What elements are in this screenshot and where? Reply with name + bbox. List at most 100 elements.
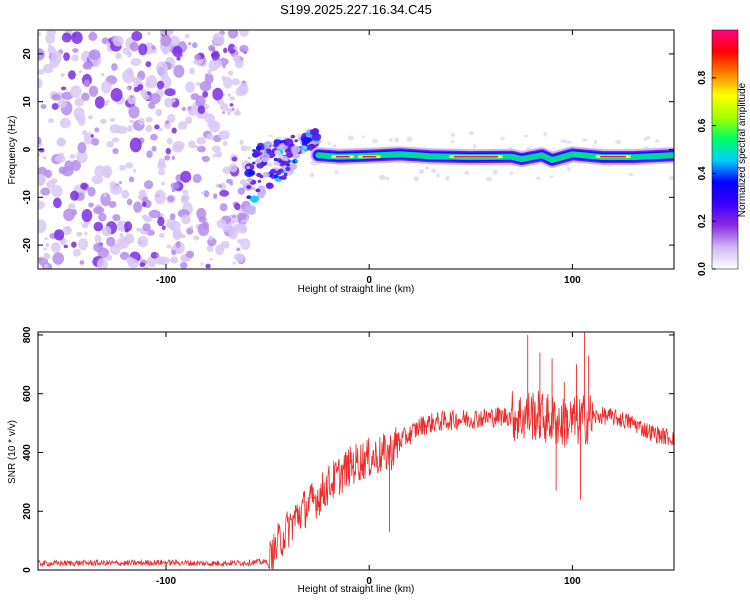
snr-panel: -100 0 100 0 200 400 600 800 Height of straigh… xyxy=(7,326,675,595)
faint-speckle xyxy=(565,140,573,144)
noise-speckle xyxy=(227,93,232,97)
noise-speckle xyxy=(96,257,108,269)
noise-speckle xyxy=(38,153,41,156)
noise-speckle xyxy=(112,35,124,47)
noise-speckle xyxy=(110,184,123,195)
noise-speckle xyxy=(69,85,82,99)
noise-speckle xyxy=(219,182,226,191)
noise-speckle xyxy=(145,124,153,133)
noise-speckle xyxy=(159,30,171,36)
noise-speckle xyxy=(164,155,171,161)
noise-speckle xyxy=(202,90,209,98)
noise-speckle xyxy=(240,145,248,152)
noise-speckle xyxy=(179,262,188,269)
noise-speckle xyxy=(196,137,206,145)
snr-x-tick-label: 0 xyxy=(366,576,372,587)
noise-speckle xyxy=(43,263,48,269)
spectrogram-y-tick-label: 0 xyxy=(22,146,33,152)
noise-speckle xyxy=(156,80,165,90)
noise-speckle xyxy=(234,59,244,69)
noise-speckle xyxy=(84,231,88,236)
faint-speckle xyxy=(245,145,252,151)
transition-blob xyxy=(269,168,277,175)
noise-speckle xyxy=(88,49,101,61)
transition-blob xyxy=(285,166,291,171)
noise-speckle xyxy=(93,221,104,232)
noise-speckle xyxy=(239,225,248,234)
noise-speckle xyxy=(182,189,189,195)
noise-speckle xyxy=(40,104,47,109)
noise-speckle xyxy=(88,85,99,97)
transition-blob xyxy=(256,172,262,178)
noise-speckle xyxy=(241,48,245,53)
noise-speckle xyxy=(231,107,235,112)
faint-speckle xyxy=(413,176,420,182)
snr-y-tick-label: 0 xyxy=(22,567,33,573)
noise-speckle xyxy=(38,48,45,61)
noise-speckle xyxy=(199,80,212,92)
noise-speckle xyxy=(224,223,232,230)
noise-speckle xyxy=(239,139,244,145)
spectrogram-x-label: Height of straight line (km) xyxy=(298,284,415,295)
colorbar-tick-label: 0.0 xyxy=(697,262,708,276)
noise-speckle xyxy=(205,263,211,269)
noise-speckle xyxy=(215,244,225,256)
noise-speckle xyxy=(227,30,239,39)
transition-blob xyxy=(278,168,284,173)
noise-speckle xyxy=(184,116,193,125)
faint-speckle xyxy=(372,138,378,144)
noise-speckle xyxy=(198,216,207,223)
noise-speckle xyxy=(161,225,166,230)
faint-speckle xyxy=(543,131,547,137)
noise-speckle xyxy=(197,222,210,237)
noise-speckle xyxy=(131,31,143,42)
transition-blob xyxy=(255,145,262,151)
transition-blob xyxy=(280,175,287,181)
transition-blob xyxy=(302,145,307,150)
noise-speckle xyxy=(180,195,189,204)
transition-blob xyxy=(283,138,294,147)
noise-speckle xyxy=(71,241,77,248)
noise-speckle xyxy=(44,169,53,179)
faint-speckle xyxy=(275,136,283,140)
transition-blob xyxy=(290,145,301,154)
snr-y-tick-label: 400 xyxy=(22,444,33,461)
noise-speckle xyxy=(71,54,79,62)
noise-speckle xyxy=(106,140,114,148)
noise-speckle xyxy=(126,86,131,90)
noise-speckle xyxy=(90,134,94,138)
transition-blob xyxy=(294,159,299,163)
faint-speckle xyxy=(560,139,568,143)
noise-speckle xyxy=(38,136,42,145)
transition-blob xyxy=(266,146,271,149)
noise-speckle xyxy=(55,154,66,163)
noise-speckle xyxy=(119,251,130,260)
noise-speckle xyxy=(166,137,173,145)
noise-speckle xyxy=(177,121,188,130)
noise-speckle xyxy=(130,95,134,99)
noise-speckle xyxy=(138,43,148,56)
noise-speckle xyxy=(208,235,214,241)
faint-speckle xyxy=(406,136,413,142)
noise-speckle xyxy=(139,262,146,268)
noise-speckle xyxy=(70,159,82,172)
faint-speckle xyxy=(643,137,648,141)
noise-speckle xyxy=(111,137,120,143)
noise-speckle xyxy=(189,67,195,75)
noise-speckle xyxy=(70,190,79,201)
noise-speckle xyxy=(99,118,107,124)
noise-speckle xyxy=(87,186,96,197)
snr-y-tick-label: 800 xyxy=(22,326,33,343)
faint-speckle xyxy=(285,158,289,162)
noise-speckle xyxy=(112,147,119,155)
transition-blob xyxy=(257,179,262,183)
noise-speckle xyxy=(142,223,151,232)
noise-speckle xyxy=(42,156,47,160)
noise-speckle xyxy=(229,96,236,101)
noise-speckle xyxy=(117,220,122,226)
colorbar-tick-label: 0.2 xyxy=(697,214,708,228)
noise-speckle xyxy=(188,42,192,46)
noise-speckle xyxy=(115,52,122,60)
noise-speckle xyxy=(166,244,172,249)
noise-speckle xyxy=(154,124,160,130)
